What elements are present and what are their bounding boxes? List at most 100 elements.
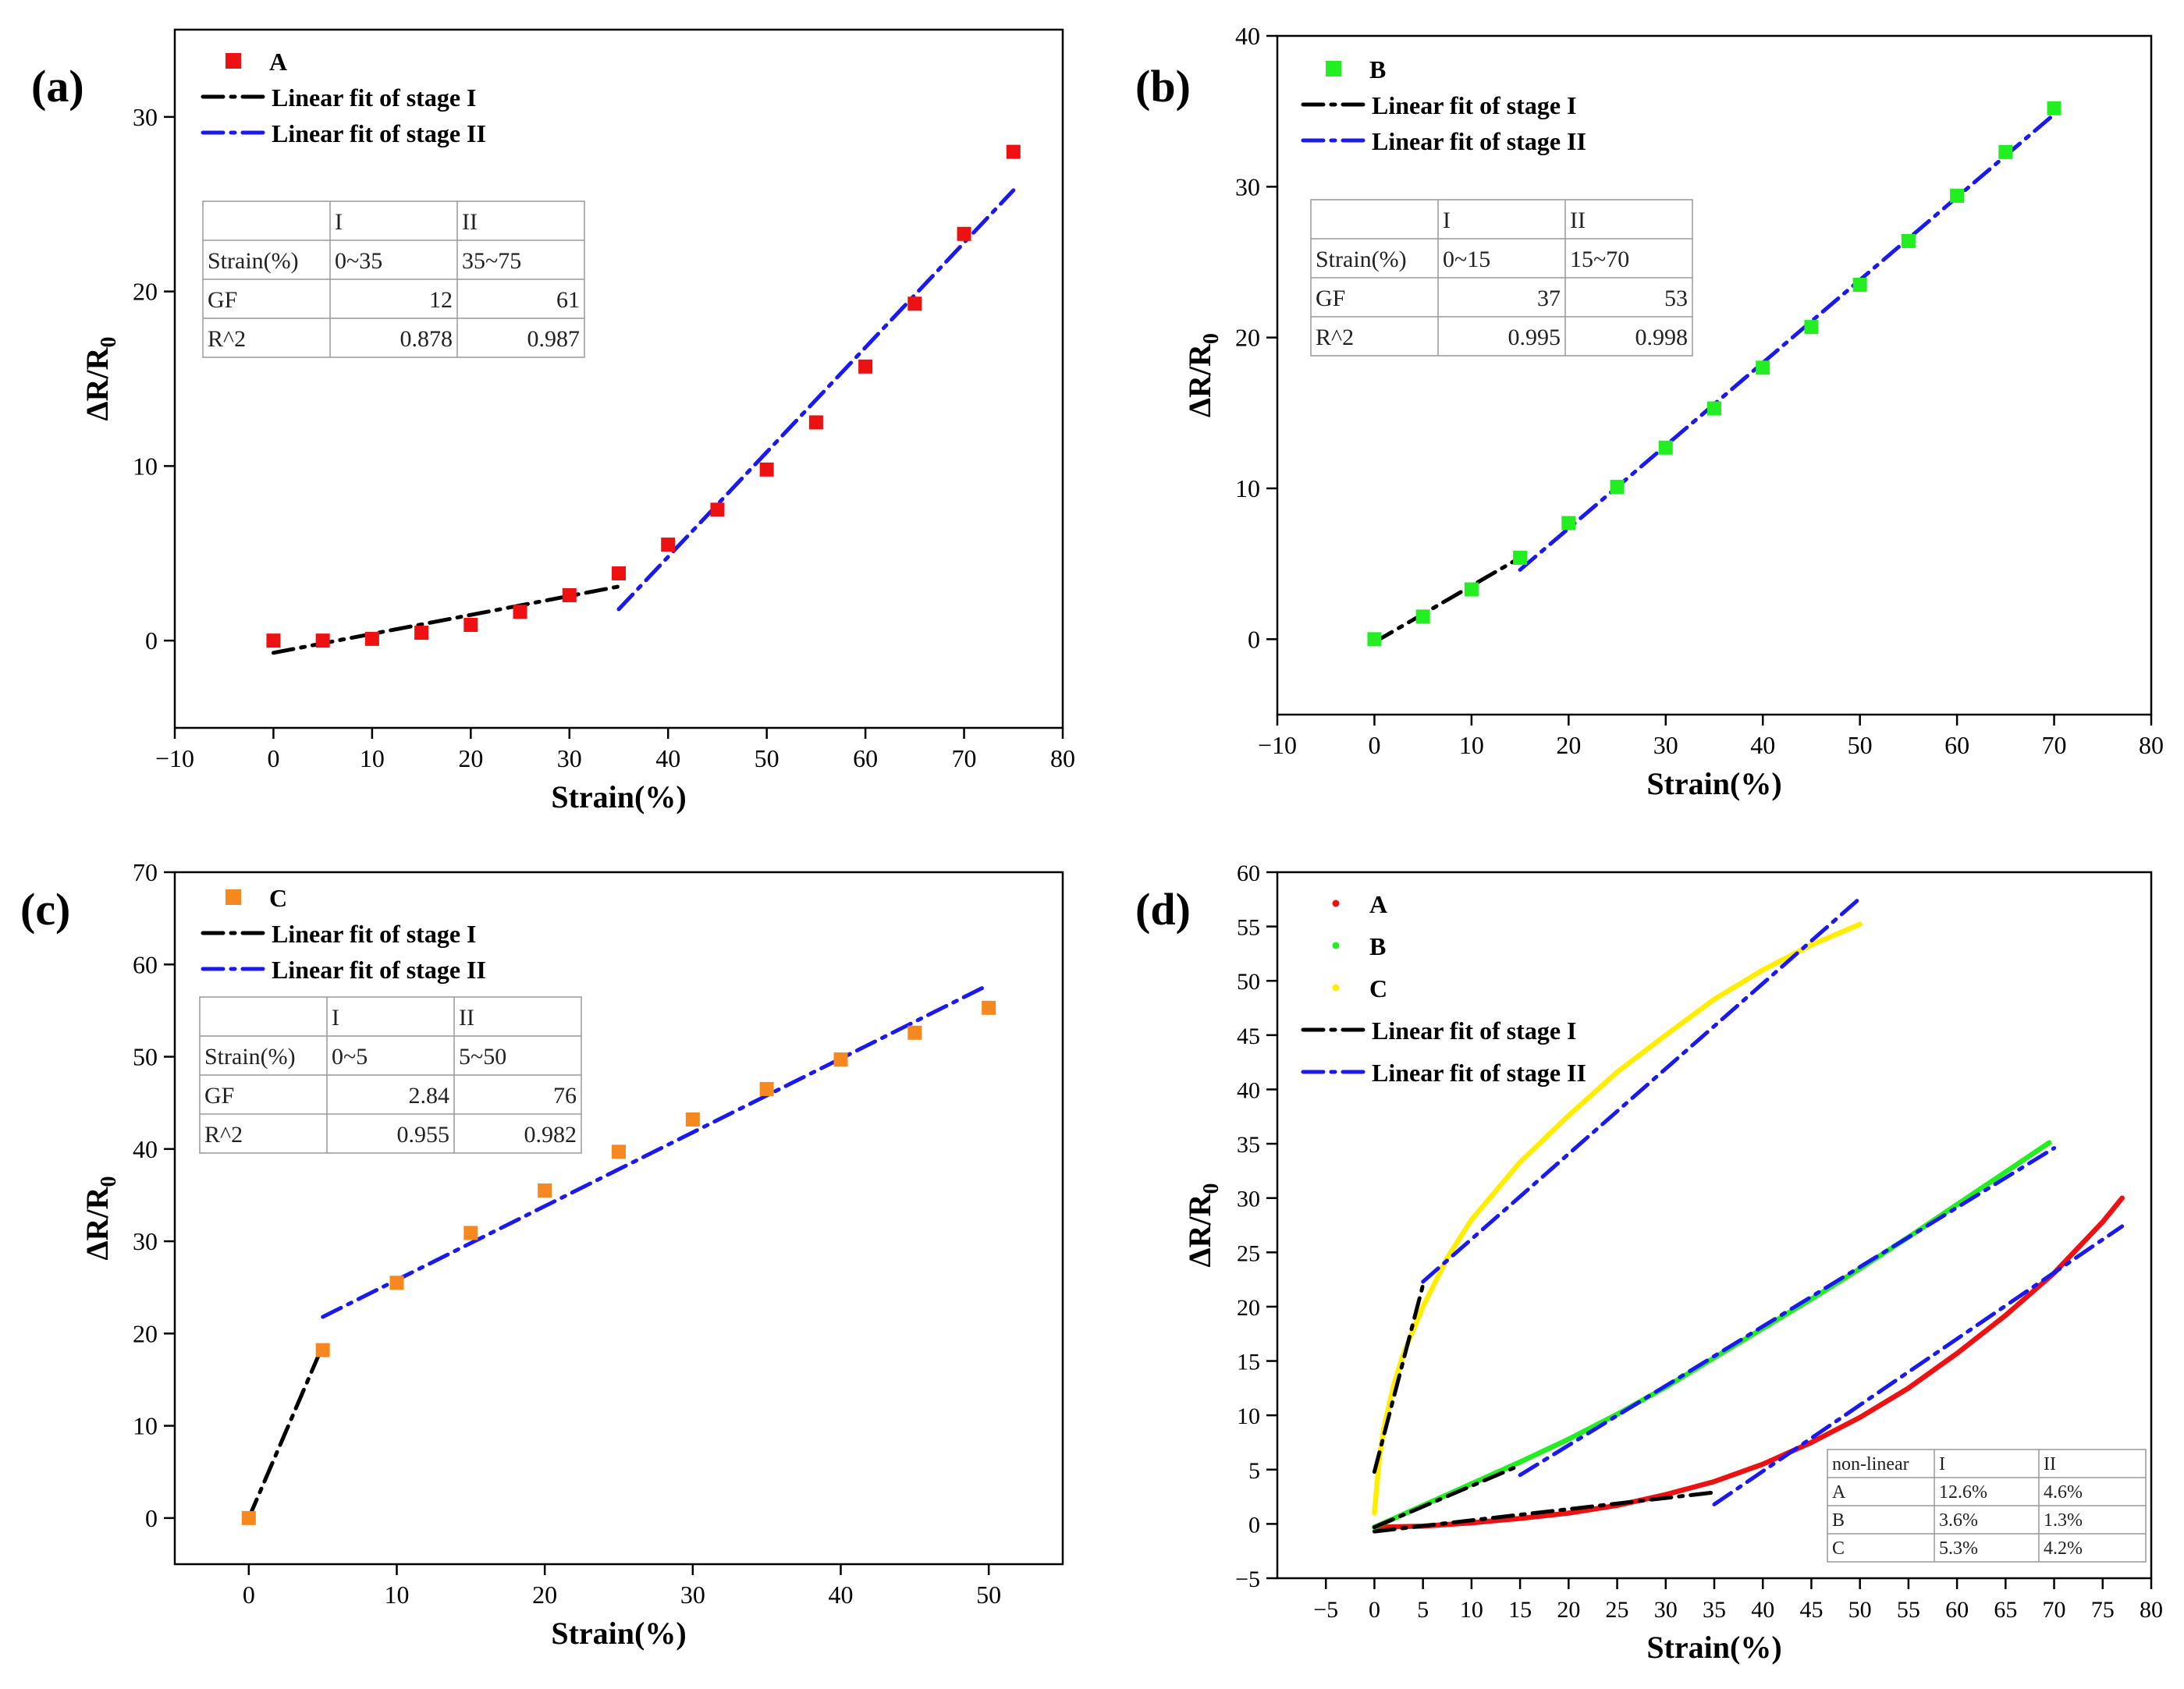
y-tick-label: 0 xyxy=(1248,1512,1260,1538)
x-tick-label: 50 xyxy=(755,744,779,772)
legend-label: Linear fit of stage II xyxy=(1372,1059,1586,1087)
y-tick-label: 10 xyxy=(133,1412,158,1440)
data-point-B xyxy=(1367,632,1382,647)
panel-label: (b) xyxy=(1135,61,1191,112)
table-cell: GF xyxy=(204,1083,234,1109)
x-tick-label: 20 xyxy=(1557,1597,1580,1623)
panel-c: 0 10 20 30 40 50 0 10 20 30 40 50 60 70 (c) Strain(%) ΔR… xyxy=(20,858,1064,1651)
y-axis-label-subscript: 0 xyxy=(97,1176,121,1187)
table-cell: 4.2% xyxy=(2044,1538,2083,1559)
data-point-C xyxy=(982,1000,996,1015)
panel-label: (c) xyxy=(20,884,70,935)
fit-line-linear-fit-of-stage-i xyxy=(247,1343,325,1520)
table-cell: 0.995 xyxy=(1508,325,1561,350)
panel-a: −10 0 10 20 30 40 50 60 70 80 0 10 20 30 (a) Strain(%) Δ… xyxy=(31,28,1075,814)
y-tick-label: 30 xyxy=(1237,1187,1260,1212)
data-point-C xyxy=(538,1183,552,1198)
legend-marker xyxy=(1332,984,1340,992)
data-point-A xyxy=(907,296,922,311)
data-point-A xyxy=(315,633,330,648)
y-tick-label: 50 xyxy=(1237,969,1260,995)
x-axis-label: Strain(%) xyxy=(1646,766,1781,801)
plot-area xyxy=(1367,101,2061,647)
x-tick-label: 80 xyxy=(2139,731,2164,759)
table-cell: 12 xyxy=(429,287,453,313)
x-tick-label: 30 xyxy=(680,1581,705,1609)
legend-label: Linear fit of stage II xyxy=(272,956,486,984)
fit-line-linear-fit-of-stage-i xyxy=(1372,1490,1717,1534)
x-tick-label: 65 xyxy=(1994,1597,2017,1623)
data-point-A xyxy=(612,566,626,580)
curve-c xyxy=(1372,921,1863,1516)
y-tick-label: 10 xyxy=(1237,1403,1260,1429)
data-point-A xyxy=(957,226,971,241)
panel-d: −5 0 5 10 15 20 25 30 35 40 45 50 55 60 65 70 75 80 −5 0 5 10… xyxy=(1135,860,2163,1665)
data-point-C xyxy=(833,1052,848,1067)
table-cell: 0~15 xyxy=(1443,247,1490,272)
x-tick-label: 75 xyxy=(2091,1597,2115,1623)
table-cell: 0~5 xyxy=(332,1044,368,1070)
table-cell: II xyxy=(459,1005,474,1031)
data-point-C xyxy=(907,1025,922,1040)
table-cell: 12.6% xyxy=(1939,1482,1987,1503)
table-cell: R^2 xyxy=(1316,325,1354,350)
y-tick-label: 30 xyxy=(1235,172,1260,200)
table-cell: I xyxy=(1939,1454,1945,1474)
panel-label: (a) xyxy=(31,61,84,112)
x-tick-label: 50 xyxy=(1848,731,1873,759)
y-tick-label: 35 xyxy=(1237,1132,1260,1158)
table-cell: I xyxy=(335,209,343,235)
x-tick-label: 10 xyxy=(1460,1597,1483,1623)
y-axis-label-subscript: 0 xyxy=(1199,333,1223,344)
data-point-B xyxy=(1658,440,1673,455)
x-tick-label: 40 xyxy=(655,744,680,772)
legend: C Linear fit of stage I Linear fit of stag… xyxy=(201,884,486,984)
y-tick-label: 55 xyxy=(1237,915,1260,941)
data-point-A xyxy=(414,626,429,640)
x-tick-label: 25 xyxy=(1606,1597,1629,1623)
y-tick-label: 30 xyxy=(133,1227,158,1255)
data-point-C xyxy=(612,1144,626,1159)
x-tick-label: −10 xyxy=(155,744,194,772)
x-tick-label: 30 xyxy=(557,744,582,772)
data-point-B xyxy=(1561,516,1576,530)
y-axis-label: ΔR/R0 xyxy=(1182,333,1223,417)
legend: ABC Linear fit of stage I Linear fit of st… xyxy=(1301,890,1586,1087)
plot-area xyxy=(266,144,1021,655)
table-cell: 0.987 xyxy=(527,326,581,352)
data-point-C xyxy=(463,1226,478,1240)
fit-line-linear-fit-of-stage-i xyxy=(1372,1463,1522,1530)
table-cell: 0.878 xyxy=(400,326,453,352)
y-tick-label: 10 xyxy=(1235,474,1260,502)
y-tick-label: −5 xyxy=(1235,1567,1260,1592)
y-axis-label-subscript: 0 xyxy=(97,337,121,348)
x-tick-label: 40 xyxy=(829,1581,854,1609)
x-tick-label: 60 xyxy=(853,744,878,772)
y-axis-label-main: ΔR/R xyxy=(1182,343,1217,417)
table-cell: C xyxy=(1832,1538,1845,1559)
data-point-A xyxy=(661,538,676,552)
data-point-A xyxy=(364,631,379,646)
data-point-A xyxy=(463,617,478,632)
fit-line-linear-fit-of-stage-i xyxy=(1372,1283,1426,1474)
x-tick-label: 30 xyxy=(1654,1597,1678,1623)
fit-line-linear-fit-of-stage-ii xyxy=(1518,112,2057,572)
table-cell: GF xyxy=(1316,286,1345,311)
legend-label: Linear fit of stage II xyxy=(1372,127,1586,155)
y-axis-label: ΔR/R0 xyxy=(1182,1183,1223,1268)
x-axis-label: Strain(%) xyxy=(551,779,686,814)
y-tick-label: 45 xyxy=(1237,1024,1260,1049)
table-cell: 61 xyxy=(556,287,580,313)
y-axis-label-main: ΔR/R xyxy=(1182,1193,1217,1267)
table-cell: Strain(%) xyxy=(208,248,299,274)
table-cell: 53 xyxy=(1664,286,1688,311)
plot-area xyxy=(241,982,996,1525)
x-tick-label: 10 xyxy=(385,1581,410,1609)
x-tick-label: 50 xyxy=(1848,1597,1872,1623)
data-point-B xyxy=(1756,360,1770,375)
legend-marker xyxy=(1332,899,1340,907)
table-cell: 15~70 xyxy=(1570,247,1629,272)
data-point-A xyxy=(710,502,725,517)
